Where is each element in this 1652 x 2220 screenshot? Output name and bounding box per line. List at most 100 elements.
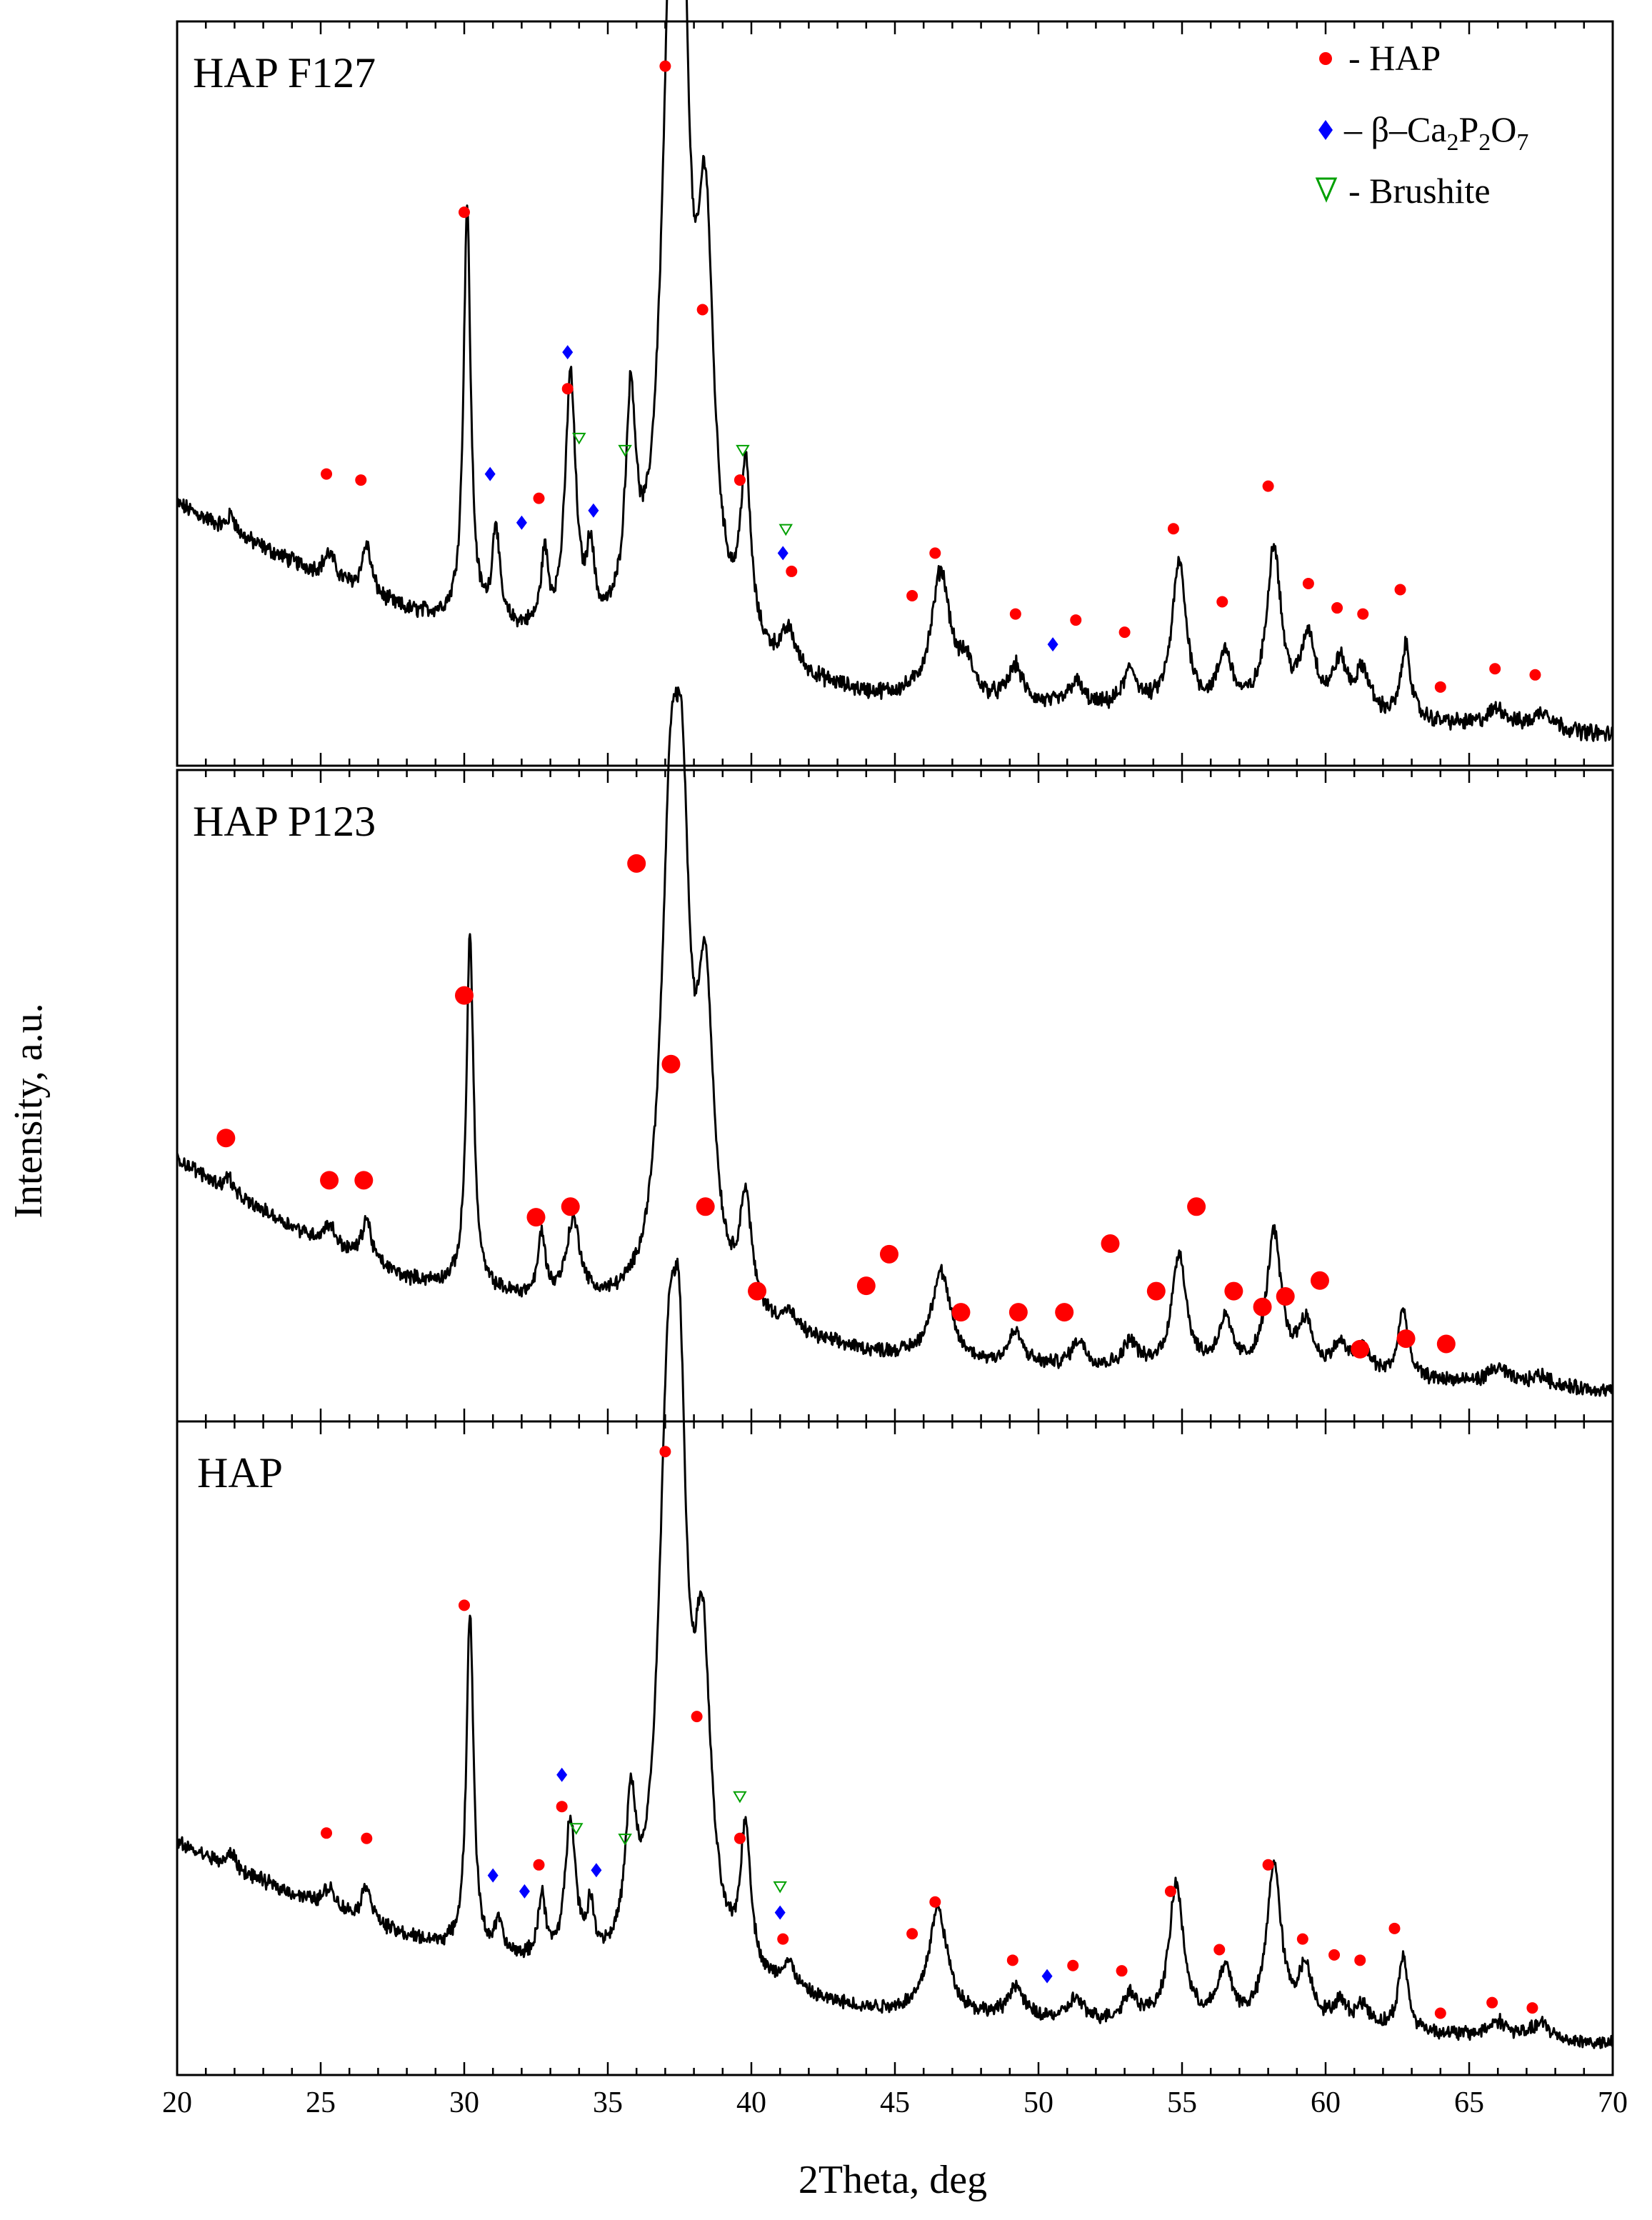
hap-marker xyxy=(1262,480,1274,492)
hap-marker xyxy=(1009,608,1021,620)
hap-marker xyxy=(355,474,367,486)
hap-marker xyxy=(1489,663,1501,675)
x-tick-label: 55 xyxy=(1167,2086,1197,2119)
pyrophosphate-marker xyxy=(556,1767,568,1782)
hap-marker xyxy=(1351,1339,1370,1359)
hap-marker xyxy=(659,60,671,72)
panel-3-ticks xyxy=(176,1421,1614,2075)
hap-marker xyxy=(659,1446,671,1458)
hap-marker xyxy=(951,1303,971,1322)
hap-marker xyxy=(906,1928,918,1940)
hap-marker xyxy=(1216,596,1228,608)
brushite-marker xyxy=(736,444,750,457)
hap-marker xyxy=(1167,523,1179,535)
hap-marker xyxy=(1187,1197,1206,1216)
panel-frame xyxy=(176,1420,1614,2076)
brushite-marker xyxy=(569,1823,584,1835)
hap-marker xyxy=(459,1599,470,1611)
brushite-marker xyxy=(572,432,586,445)
hap-marker xyxy=(1436,1334,1456,1354)
pyrophosphate-marker xyxy=(777,546,789,561)
panel-label: HAP F127 xyxy=(193,49,376,96)
x-tick-label: 70 xyxy=(1598,2086,1628,2119)
panel-1-ticks xyxy=(176,21,1614,766)
hap-marker xyxy=(1302,577,1314,589)
hap-marker xyxy=(1067,1959,1079,1971)
pyrophosphate-marker xyxy=(519,1884,530,1899)
hap-marker xyxy=(1164,1885,1176,1897)
hap-marker xyxy=(455,986,474,1005)
x-tick-label: 50 xyxy=(1023,2086,1053,2119)
hap-marker xyxy=(1331,602,1343,614)
hap-marker xyxy=(321,1827,333,1839)
pyrophosphate-marker xyxy=(516,515,527,530)
hap-marker xyxy=(1262,1859,1274,1871)
hap-marker xyxy=(856,1276,876,1296)
hap-marker xyxy=(556,1801,568,1813)
panel-2: HAP P123 xyxy=(176,686,1614,1423)
hap-marker xyxy=(1070,614,1082,626)
hap-marker xyxy=(533,492,545,504)
hap-marker xyxy=(1224,1281,1243,1301)
hap-marker xyxy=(1396,1329,1416,1349)
pyrophosphate-marker xyxy=(591,1863,602,1878)
x-tick-label: 60 xyxy=(1311,2086,1341,2119)
legend-pyro-label-part: P xyxy=(1458,109,1478,149)
pyrophosphate-marker xyxy=(484,466,496,481)
x-tick-label: 20 xyxy=(162,2086,192,2119)
hap-marker xyxy=(526,1208,546,1227)
hap-marker xyxy=(734,1832,746,1844)
hap-marker xyxy=(1296,1933,1308,1945)
hap-marker xyxy=(661,1054,681,1074)
xrd-pattern-line xyxy=(176,0,1614,742)
legend-hap-marker xyxy=(1319,52,1332,65)
hap-marker xyxy=(533,1859,545,1871)
brushite-marker xyxy=(618,444,632,457)
hap-marker xyxy=(1006,1954,1018,1966)
hap-marker xyxy=(1434,681,1446,693)
hap-marker xyxy=(929,1896,941,1908)
hap-marker xyxy=(321,468,333,480)
hap-marker xyxy=(354,1171,374,1190)
legend-pyro-marker xyxy=(1318,120,1333,140)
legend-pyro-label-part: 2 xyxy=(1478,129,1491,156)
hap-marker xyxy=(1354,1954,1366,1966)
legend-pyro-label: – β–Ca2P2O7 xyxy=(1343,109,1528,156)
hap-marker xyxy=(1055,1303,1074,1322)
legend-brushite-marker xyxy=(1315,177,1338,203)
panel-2-ticks xyxy=(176,770,1614,1421)
x-axis-title: 2Theta, deg xyxy=(799,2158,987,2202)
hap-marker xyxy=(1116,1965,1128,1977)
hap-marker xyxy=(1008,1303,1028,1322)
hap-marker xyxy=(906,590,918,601)
pyrophosphate-marker xyxy=(562,345,574,360)
brushite-marker xyxy=(773,1881,787,1894)
panel-frame xyxy=(176,769,1614,1423)
hap-marker xyxy=(929,547,941,559)
panel-3: HAP xyxy=(176,1257,1614,2076)
pyrophosphate-marker xyxy=(774,1905,786,1920)
x-tick-label: 45 xyxy=(880,2086,910,2119)
axes-group: 20 25 30 35 40 45 50 55 60 65 70 xyxy=(162,21,1628,2119)
hap-marker xyxy=(1253,1297,1272,1316)
hap-marker xyxy=(561,1197,580,1216)
pyrophosphate-marker xyxy=(588,503,599,518)
hap-marker xyxy=(734,474,746,486)
hap-marker xyxy=(1394,584,1406,596)
hap-marker xyxy=(1328,1949,1341,1961)
x-tick-label: 30 xyxy=(449,2086,479,2119)
hap-marker xyxy=(879,1244,898,1264)
hap-marker xyxy=(1101,1234,1120,1254)
hap-marker xyxy=(1529,669,1541,681)
hap-marker xyxy=(696,1197,715,1216)
x-tick-label: 40 xyxy=(736,2086,766,2119)
brushite-marker xyxy=(779,524,793,536)
x-tick-label: 65 xyxy=(1454,2086,1484,2119)
brushite-marker xyxy=(618,1834,632,1846)
legend-hap-label: - HAP xyxy=(1348,38,1441,78)
hap-marker xyxy=(1486,1996,1498,2009)
hap-marker xyxy=(1434,2007,1446,2019)
legend-brushite-label: - Brushite xyxy=(1348,171,1491,211)
hap-marker xyxy=(1146,1281,1166,1301)
